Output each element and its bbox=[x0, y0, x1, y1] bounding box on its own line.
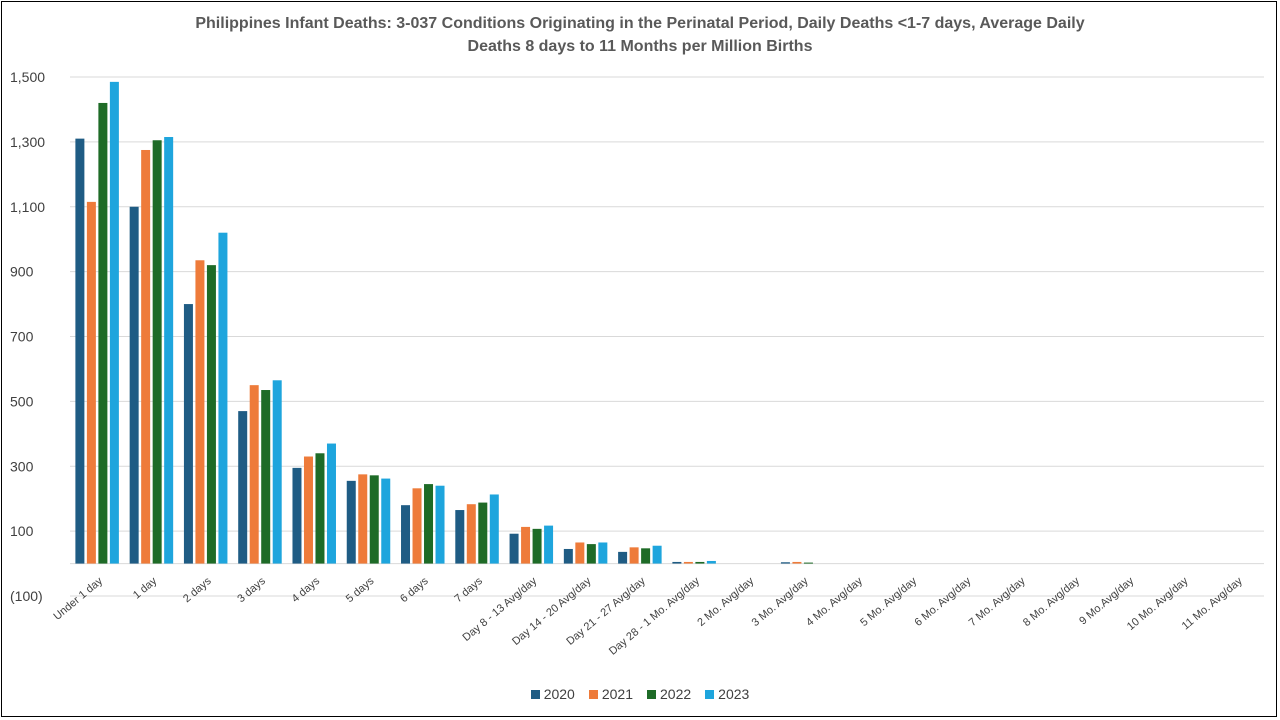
bar bbox=[683, 561, 693, 564]
bar bbox=[401, 505, 411, 564]
bar bbox=[652, 545, 662, 564]
x-tick-label: 2 days bbox=[181, 575, 214, 605]
y-tick-label: 700 bbox=[10, 329, 34, 345]
chart-title-line2: Deaths 8 days to 11 Months per Million B… bbox=[467, 38, 813, 55]
x-tick-label: 2 Mo. Avg/day bbox=[695, 575, 756, 629]
legend-label: 2020 bbox=[543, 686, 575, 702]
legend-label: 2023 bbox=[718, 686, 750, 702]
bar bbox=[706, 560, 716, 564]
legend-label: 2021 bbox=[601, 686, 633, 702]
chart-title: Philippines Infant Deaths: 3-037 Conditi… bbox=[0, 12, 1280, 58]
legend-swatch bbox=[705, 689, 715, 699]
bar bbox=[672, 561, 682, 564]
bar bbox=[544, 525, 554, 564]
legend-swatch bbox=[530, 689, 540, 699]
chart-title-line1: Philippines Infant Deaths: 3-037 Conditi… bbox=[195, 15, 1085, 32]
x-tick-label: 7 days bbox=[452, 575, 485, 605]
x-tick-label: 3 days bbox=[235, 575, 268, 605]
legend-label: 2022 bbox=[660, 686, 692, 702]
bar bbox=[575, 542, 585, 564]
x-tick-label: 9 Mo.Avg/day bbox=[1077, 575, 1136, 628]
x-tick-label: 3 Mo. Avg/day bbox=[750, 575, 811, 629]
bar bbox=[292, 467, 302, 564]
bar bbox=[532, 528, 542, 564]
bar bbox=[303, 456, 313, 564]
bar bbox=[412, 488, 422, 564]
x-tick-label: 1 day bbox=[131, 575, 160, 602]
bar bbox=[195, 260, 205, 564]
x-tick-label: 4 Mo. Avg/day bbox=[804, 575, 865, 629]
bar bbox=[780, 562, 790, 564]
bar bbox=[109, 81, 119, 564]
bar bbox=[521, 526, 531, 564]
x-tick-label: 8 Mo. Avg/day bbox=[1021, 575, 1082, 629]
bar bbox=[424, 484, 434, 564]
bar bbox=[563, 548, 573, 564]
bar bbox=[466, 504, 476, 564]
y-tick-label: 1,100 bbox=[10, 199, 45, 215]
x-tick-label: 5 days bbox=[344, 575, 377, 605]
bar bbox=[369, 475, 379, 564]
bar bbox=[358, 474, 368, 564]
chart-legend: 2020 2021 2022 2023 bbox=[0, 686, 1280, 702]
bar bbox=[509, 533, 519, 564]
x-tick-label: 6 Mo. Avg/day bbox=[912, 575, 973, 629]
bar bbox=[75, 138, 85, 564]
bar bbox=[183, 304, 193, 564]
x-tick-label: Day 28 - 1 Mo. Avg/day bbox=[607, 575, 703, 658]
bar bbox=[238, 411, 248, 564]
legend-item: 2022 bbox=[647, 686, 691, 702]
legend-swatch bbox=[588, 689, 598, 699]
bar bbox=[435, 485, 445, 564]
bar bbox=[152, 140, 162, 564]
bar bbox=[381, 478, 391, 564]
y-tick-label: (100) bbox=[10, 588, 43, 604]
bar bbox=[129, 206, 139, 564]
y-tick-label: 300 bbox=[10, 458, 34, 474]
bar bbox=[86, 201, 96, 564]
bar bbox=[249, 385, 259, 564]
bar bbox=[792, 561, 802, 564]
y-tick-label: 1,300 bbox=[10, 134, 45, 150]
bar bbox=[141, 149, 151, 564]
legend-item: 2021 bbox=[588, 686, 633, 702]
bar bbox=[629, 547, 639, 564]
bar bbox=[346, 480, 356, 564]
bar bbox=[489, 494, 499, 564]
legend-item: 2020 bbox=[530, 686, 575, 702]
x-tick-label: 7 Mo. Avg/day bbox=[967, 575, 1028, 629]
bar bbox=[272, 380, 282, 564]
bar bbox=[586, 544, 596, 564]
bar bbox=[618, 551, 628, 564]
y-tick-label: 500 bbox=[10, 393, 34, 409]
y-tick-label: 900 bbox=[10, 264, 34, 280]
bar bbox=[641, 548, 651, 564]
legend-item: 2023 bbox=[705, 686, 749, 702]
bar bbox=[164, 137, 174, 564]
bar bbox=[261, 390, 271, 564]
bar bbox=[218, 232, 228, 564]
bar bbox=[315, 453, 325, 564]
bar bbox=[206, 265, 216, 564]
bar bbox=[803, 562, 813, 564]
bar bbox=[598, 542, 608, 564]
x-tick-label: Under 1 day bbox=[51, 575, 105, 623]
bar bbox=[326, 443, 336, 564]
y-tick-label: 1,500 bbox=[10, 69, 45, 85]
legend-swatch bbox=[647, 689, 656, 699]
y-tick-label: 100 bbox=[10, 523, 34, 539]
bar bbox=[695, 561, 705, 564]
x-tick-label: 4 days bbox=[290, 575, 323, 605]
x-tick-label: 5 Mo. Avg/day bbox=[858, 575, 919, 629]
bar bbox=[455, 510, 465, 564]
bar bbox=[478, 502, 488, 564]
x-tick-label: 6 days bbox=[398, 575, 431, 605]
bar bbox=[98, 102, 108, 564]
